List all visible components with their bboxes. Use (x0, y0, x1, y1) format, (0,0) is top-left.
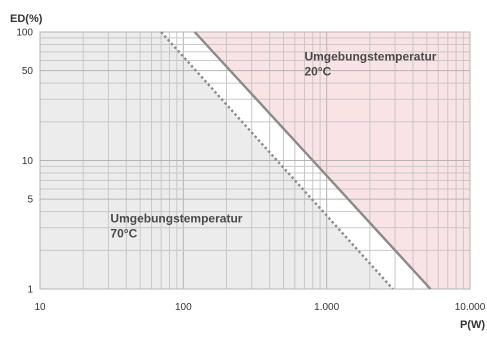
x-tick-label: 1.000 (314, 302, 339, 313)
x-axis-title: P(W) (460, 319, 485, 331)
y-tick-label: 100 (16, 28, 33, 39)
grid-layer (39, 31, 471, 290)
y-tick-label: 1 (27, 285, 33, 296)
y-tick-label: 5 (27, 195, 33, 206)
series-20c-line (193, 31, 432, 290)
x-tick-label: 100 (175, 302, 192, 313)
y-tick-label: 50 (22, 66, 34, 77)
y-axis-title: ED(%) (10, 13, 43, 25)
annotation-layer: Umgebungstemperatur20°CUmgebungstemperat… (110, 50, 436, 241)
y-tick-label: 10 (22, 156, 34, 167)
annotation-line1: Umgebungstemperatur (304, 50, 436, 64)
x-tick-label: 10.000 (455, 302, 486, 313)
plot-frame (39, 31, 471, 290)
tick-layer: 10 100 1.000 10.000 1 5 10 50 100 (16, 28, 485, 314)
x-tick-label: 10 (34, 302, 46, 313)
series-layer (160, 31, 432, 290)
annotation-line2: 70°C (110, 226, 137, 240)
annotation-line1: Umgebungstemperatur (110, 211, 242, 225)
annotation-line2: 20°C (304, 65, 331, 79)
